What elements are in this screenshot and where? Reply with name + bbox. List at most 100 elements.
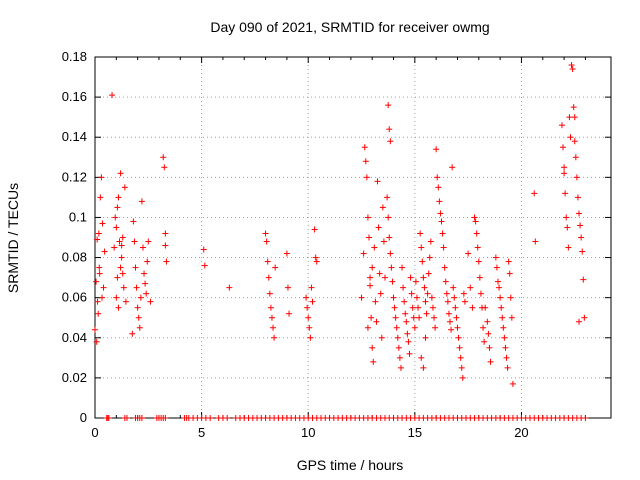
- data-point: [427, 238, 434, 245]
- y-tick-label: 0.16: [62, 89, 87, 104]
- data-point: [417, 230, 424, 237]
- data-point: [418, 244, 425, 251]
- data-point: [459, 374, 466, 381]
- data-point: [380, 238, 387, 245]
- data-point: [305, 314, 312, 321]
- data-point: [97, 194, 104, 201]
- data-point: [492, 254, 499, 261]
- data-point: [458, 364, 465, 371]
- data-point: [509, 380, 516, 387]
- data-point: [100, 284, 107, 291]
- data-point: [161, 164, 168, 171]
- data-point: [101, 248, 108, 255]
- data-point: [418, 354, 425, 361]
- data-point: [377, 290, 384, 297]
- data-point: [447, 318, 454, 325]
- data-point: [134, 304, 141, 311]
- data-point: [137, 294, 144, 301]
- data-point: [471, 214, 478, 221]
- data-point: [404, 330, 411, 337]
- data-point: [566, 114, 573, 121]
- data-point: [369, 344, 376, 351]
- data-point: [424, 290, 431, 297]
- data-point: [226, 284, 233, 291]
- data-point: [434, 174, 441, 181]
- data-point: [432, 324, 439, 331]
- data-point: [413, 294, 420, 301]
- data-point: [384, 194, 391, 201]
- data-point: [429, 304, 436, 311]
- data-points: [92, 62, 589, 421]
- data-point: [201, 262, 208, 269]
- data-point: [481, 338, 488, 345]
- zero-point: [138, 415, 145, 421]
- data-point: [374, 178, 381, 185]
- data-point: [284, 284, 291, 291]
- data-point: [581, 314, 588, 321]
- data-point: [122, 298, 129, 305]
- data-point: [461, 298, 468, 305]
- data-point: [391, 304, 398, 311]
- data-point: [401, 298, 408, 305]
- data-point: [576, 318, 583, 325]
- data-point: [563, 214, 570, 221]
- data-point: [570, 104, 577, 111]
- data-point: [119, 270, 126, 277]
- y-tick-label: 0.14: [62, 129, 87, 144]
- data-point: [506, 270, 513, 277]
- data-point: [312, 254, 319, 261]
- data-point: [99, 220, 106, 227]
- data-point: [501, 334, 508, 341]
- data-point: [579, 248, 586, 255]
- data-point: [442, 278, 449, 285]
- data-point: [394, 334, 401, 341]
- data-point: [142, 280, 149, 287]
- data-point: [131, 238, 138, 245]
- x-axis-label: GPS time / hours: [297, 457, 404, 473]
- data-point: [308, 284, 315, 291]
- data-point: [409, 304, 416, 311]
- data-point: [503, 354, 510, 361]
- data-point: [361, 144, 368, 151]
- data-point: [378, 334, 385, 341]
- data-point: [426, 254, 433, 261]
- data-point: [96, 270, 103, 277]
- data-point: [311, 226, 318, 233]
- data-point: [95, 230, 102, 237]
- data-point: [115, 304, 122, 311]
- data-point: [129, 330, 136, 337]
- chart-title: Day 090 of 2021, SRMTID for receiver owm…: [210, 19, 489, 35]
- data-point: [508, 314, 515, 321]
- data-point: [402, 310, 409, 317]
- data-point: [460, 290, 467, 297]
- data-point: [267, 304, 274, 311]
- data-point: [502, 344, 509, 351]
- data-point: [372, 298, 379, 305]
- data-point: [580, 276, 587, 283]
- data-point: [439, 230, 446, 237]
- data-point: [387, 250, 394, 257]
- data-point: [431, 314, 438, 321]
- data-point: [160, 154, 167, 161]
- data-point: [385, 102, 392, 109]
- data-point: [113, 224, 120, 231]
- data-point: [390, 294, 397, 301]
- data-point: [574, 194, 581, 201]
- data-point: [425, 270, 432, 277]
- data-point: [494, 278, 501, 285]
- data-point: [163, 258, 170, 265]
- data-point: [571, 114, 578, 121]
- data-point: [419, 258, 426, 265]
- data-point: [264, 258, 271, 265]
- data-point: [571, 138, 578, 145]
- data-point: [437, 210, 444, 217]
- data-point: [143, 290, 150, 297]
- data-point: [271, 334, 278, 341]
- data-point: [368, 314, 375, 321]
- data-point: [443, 290, 450, 297]
- data-point: [144, 258, 151, 265]
- data-point: [403, 318, 410, 325]
- data-point: [136, 324, 143, 331]
- data-point: [454, 324, 461, 331]
